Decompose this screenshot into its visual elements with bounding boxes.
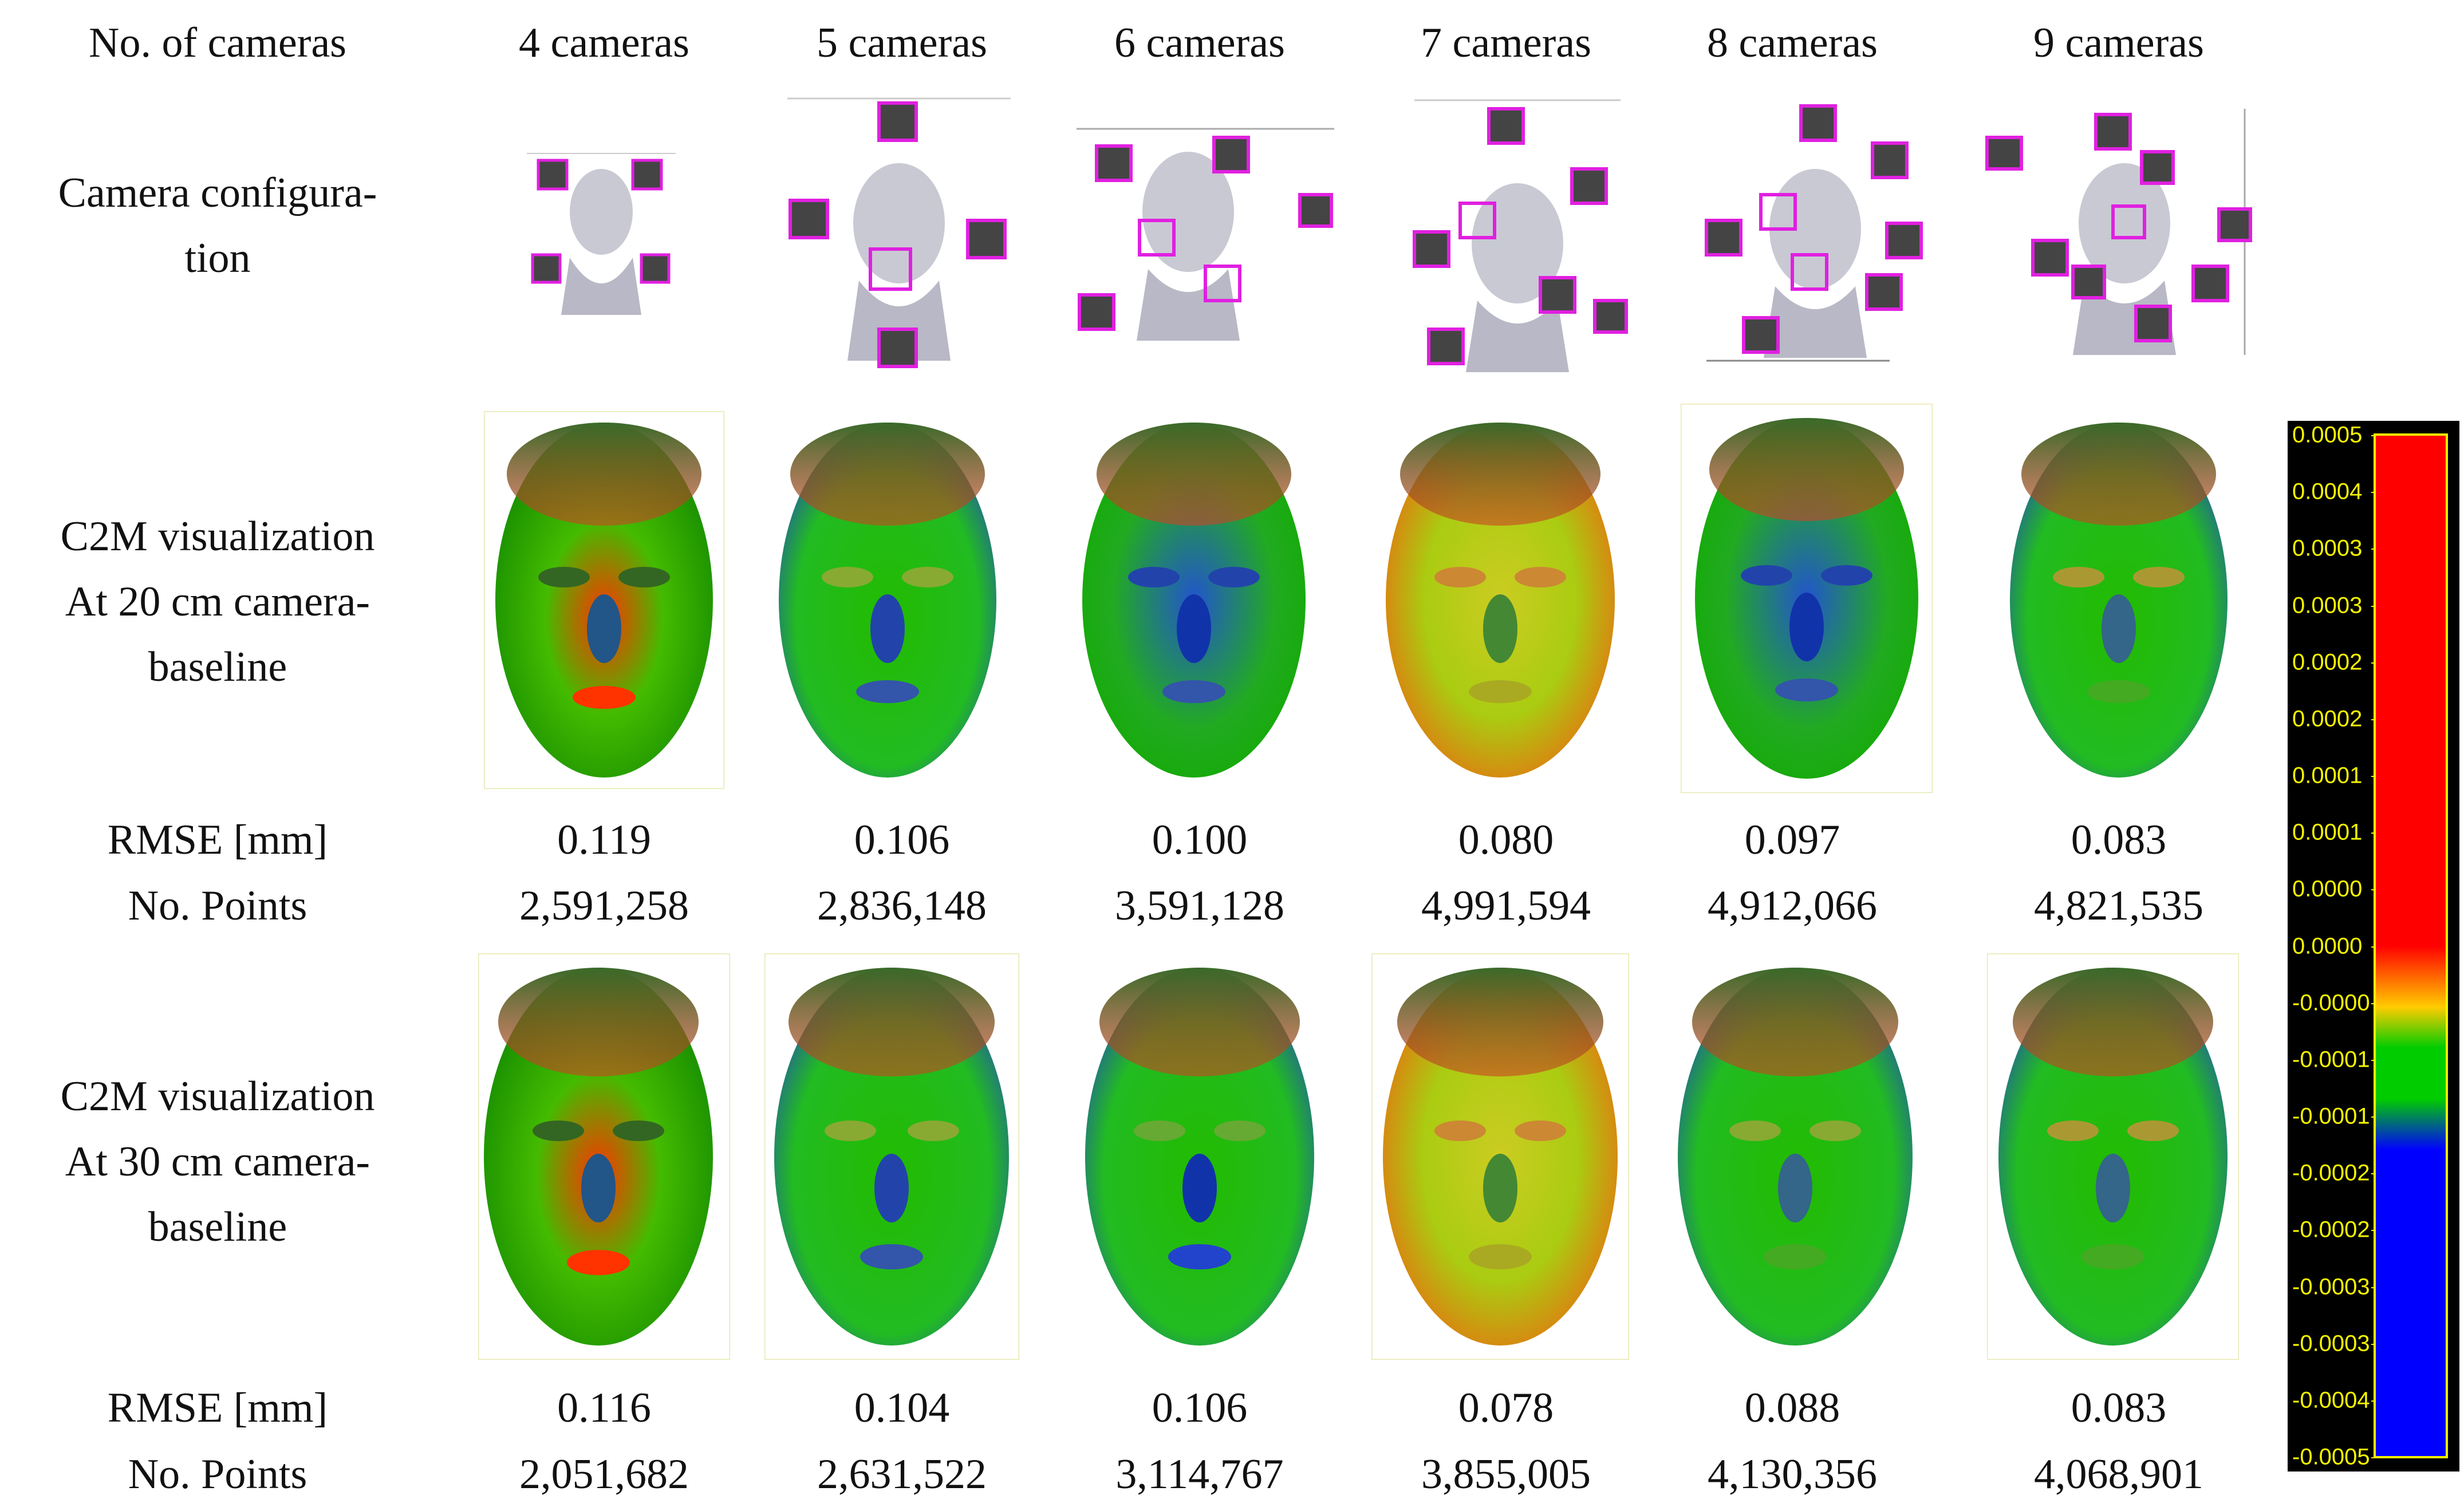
c2m-30cm-7-cameras — [1371, 953, 1629, 1360]
color-scale-label: -0.0001 — [2292, 1047, 2370, 1072]
rmse-label-30cm: RMSE [mm] — [107, 1384, 328, 1431]
row-label-line: At 30 cm camera- — [65, 1138, 370, 1185]
points-30cm-7-cameras: 3,855,005 — [1421, 1451, 1591, 1498]
camera-configuration-6-cameras — [1074, 115, 1337, 344]
rmse-30cm-4-cameras: 0.116 — [557, 1384, 651, 1431]
camera-configuration-4-cameras — [515, 143, 687, 326]
color-scale-label: -0.0000 — [2292, 990, 2370, 1016]
color-scale-label: 0.0000 — [2292, 876, 2363, 902]
rmse-20cm-4-cameras: 0.119 — [557, 816, 651, 863]
rmse-20cm-9-cameras: 0.083 — [2071, 816, 2167, 863]
color-scale-label: 0.0003 — [2292, 593, 2363, 618]
color-scale-label: -0.0001 — [2292, 1103, 2370, 1129]
rmse-30cm-8-cameras: 0.088 — [1744, 1384, 1840, 1431]
row-label-camera-configuration: Camera configura- tion — [0, 160, 435, 291]
color-scale-label: 0.0004 — [2292, 479, 2363, 504]
color-scale-label: -0.0002 — [2292, 1217, 2370, 1242]
color-scale-gradient — [2374, 433, 2448, 1458]
column-header-9-cameras: 9 cameras — [2033, 19, 2204, 66]
points-label-20cm: No. Points — [128, 882, 307, 929]
color-scale-label: -0.0005 — [2292, 1444, 2370, 1470]
rmse-20cm-6-cameras: 0.100 — [1152, 816, 1248, 863]
row-label-c2m-20cm: C2M visualization At 20 cm camera- basel… — [0, 504, 435, 700]
column-header-4-cameras: 4 cameras — [519, 19, 689, 66]
row-label-line: C2M visualization — [60, 1073, 375, 1120]
c2m-30cm-9-cameras — [1987, 953, 2239, 1360]
points-20cm-5-cameras: 2,836,148 — [817, 882, 987, 929]
points-20cm-6-cameras: 3,591,128 — [1115, 882, 1284, 929]
color-scale-label: 0.0002 — [2292, 649, 2363, 675]
c2m-20cm-5-cameras — [767, 411, 1008, 789]
c2m-20cm-9-cameras — [1998, 411, 2239, 789]
rmse-20cm-7-cameras: 0.080 — [1458, 816, 1554, 863]
points-label-30cm: No. Points — [128, 1451, 307, 1498]
color-scale-label: 0.0005 — [2292, 422, 2363, 448]
camera-configuration-7-cameras — [1403, 94, 1632, 375]
c2m-20cm-4-cameras — [484, 411, 724, 789]
rmse-30cm-7-cameras: 0.078 — [1458, 1384, 1554, 1431]
camera-configuration-8-cameras — [1695, 97, 1941, 369]
color-scale-label: 0.0001 — [2292, 819, 2363, 845]
c2m-20cm-7-cameras — [1374, 411, 1626, 789]
color-scale-label: -0.0003 — [2292, 1331, 2370, 1356]
color-scale-label: 0.0001 — [2292, 763, 2363, 788]
points-30cm-8-cameras: 4,130,356 — [1708, 1451, 1877, 1498]
row-label-line: baseline — [148, 644, 287, 691]
points-20cm-8-cameras: 4,912,066 — [1708, 882, 1877, 929]
color-scale-label: -0.0004 — [2292, 1387, 2370, 1413]
row-label-line: baseline — [148, 1204, 287, 1250]
c2m-20cm-6-cameras — [1071, 411, 1317, 789]
c2m-30cm-5-cameras — [764, 953, 1019, 1360]
row-label-line: Camera configura- — [58, 169, 377, 216]
row-label-c2m-30cm: C2M visualization At 30 cm camera- basel… — [0, 1064, 435, 1260]
c2m-30cm-4-cameras — [478, 953, 730, 1360]
color-scale-label: 0.0003 — [2292, 535, 2363, 561]
points-20cm-4-cameras: 2,591,258 — [519, 882, 689, 929]
color-scale-labels: 0.0005 0.0004 0.0003 0.0003 0.0002 0.0002 0.00… — [2292, 421, 2379, 1472]
rmse-30cm-9-cameras: 0.083 — [2071, 1384, 2167, 1431]
column-header-8-cameras: 8 cameras — [1707, 19, 1878, 66]
color-scale-label: 0.0000 — [2292, 933, 2363, 958]
column-header-6-cameras: 6 cameras — [1114, 19, 1285, 66]
points-30cm-9-cameras: 4,068,901 — [2034, 1451, 2203, 1498]
c2m-30cm-6-cameras — [1079, 953, 1320, 1360]
rmse-20cm-5-cameras: 0.106 — [854, 816, 950, 863]
row-label-line: At 20 cm camera- — [65, 578, 370, 625]
color-scale-label: 0.0002 — [2292, 706, 2363, 732]
points-30cm-5-cameras: 2,631,522 — [817, 1451, 987, 1498]
rmse-20cm-8-cameras: 0.097 — [1744, 816, 1840, 863]
color-scale-label: -0.0002 — [2292, 1160, 2370, 1186]
color-scale-label: -0.0003 — [2292, 1274, 2370, 1299]
row-label-line: tion — [184, 235, 251, 282]
points-30cm-6-cameras: 3,114,767 — [1115, 1451, 1284, 1498]
column-header-5-cameras: 5 cameras — [817, 19, 987, 66]
c2m-30cm-8-cameras — [1669, 953, 1921, 1360]
rmse-30cm-6-cameras: 0.106 — [1152, 1384, 1248, 1431]
c2m-20cm-8-cameras — [1681, 404, 1933, 793]
camera-configuration-5-cameras — [784, 92, 1014, 378]
camera-configuration-9-cameras — [1981, 109, 2256, 361]
points-20cm-9-cameras: 4,821,535 — [2034, 882, 2203, 929]
row-label-line: C2M visualization — [60, 513, 375, 560]
row-header-label: No. of cameras — [89, 19, 346, 66]
rmse-label-20cm: RMSE [mm] — [107, 816, 328, 863]
points-20cm-7-cameras: 4,991,594 — [1421, 882, 1591, 929]
rmse-30cm-5-cameras: 0.104 — [854, 1384, 950, 1431]
color-scale-bar: 0.0005 0.0004 0.0003 0.0003 0.0002 0.0002 0.00… — [2288, 421, 2459, 1472]
points-30cm-4-cameras: 2,051,682 — [519, 1451, 689, 1498]
column-header-7-cameras: 7 cameras — [1421, 19, 1591, 66]
